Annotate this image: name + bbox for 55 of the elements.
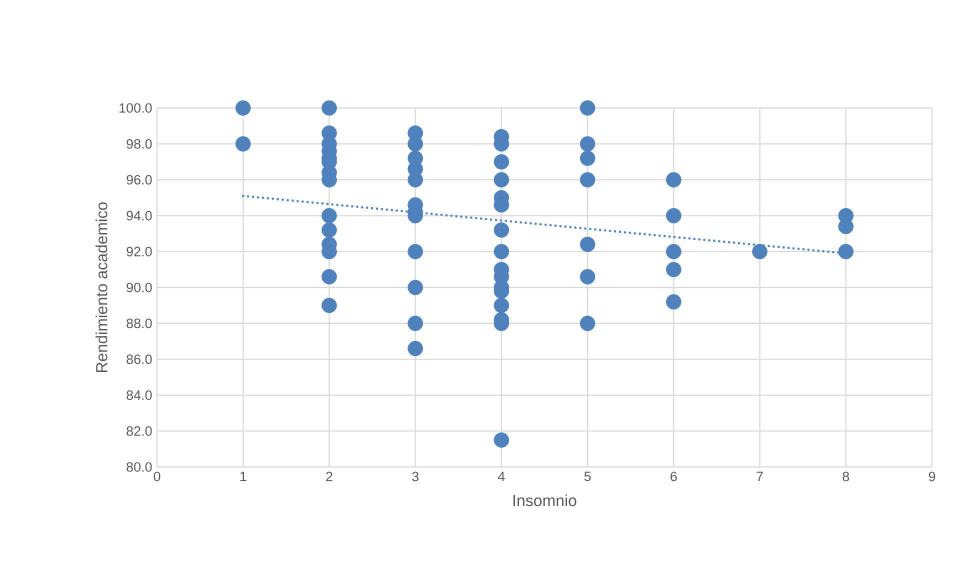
point [322, 298, 337, 314]
x-tick-label: 1 [240, 472, 246, 481]
x-tick-label: 4 [498, 472, 505, 481]
point [408, 316, 424, 332]
point [494, 298, 510, 314]
y-tick-label: 88.0 [126, 318, 152, 328]
point [580, 269, 596, 284]
y-tick-label: 80.0 [126, 462, 152, 472]
point [752, 244, 768, 260]
point [494, 172, 510, 188]
point [322, 208, 337, 224]
y-tick-label: 82.0 [126, 426, 152, 436]
point [494, 154, 510, 170]
point [666, 262, 682, 278]
point [408, 280, 424, 296]
point [322, 100, 337, 116]
y-tick-label: 98.0 [126, 139, 152, 149]
y-tick-label: 90.0 [126, 282, 152, 292]
x-tick-label: 9 [928, 472, 936, 482]
point [580, 316, 596, 332]
x-tick-label: 2 [326, 472, 332, 482]
point [408, 244, 424, 260]
x-tick-label: 6 [670, 472, 677, 482]
y-tick-label: 86.0 [126, 354, 152, 364]
point [666, 172, 682, 188]
point [580, 136, 596, 152]
point [322, 222, 337, 238]
y-tick-label: 84.0 [126, 390, 152, 400]
point [235, 100, 251, 116]
point [408, 172, 424, 188]
y-tick-label: 92.0 [126, 246, 152, 256]
point [494, 244, 510, 260]
point [494, 432, 510, 448]
point [580, 100, 596, 116]
point [580, 236, 596, 252]
point [408, 340, 424, 356]
point [838, 244, 854, 260]
x-axis-title: Insomnio [514, 494, 576, 506]
point [666, 294, 682, 310]
y-tick-label: 100.0 [120, 103, 152, 113]
y-tick-label: 96.0 [126, 175, 152, 185]
y-axis-title: Rendimiento academico [96, 202, 108, 372]
x-tick-label: 3 [412, 472, 419, 482]
point [580, 150, 596, 166]
x-tick-label: 8 [842, 472, 850, 482]
y-tick-label: 94.0 [126, 210, 152, 220]
point [666, 208, 682, 224]
x-tick-label: 5 [584, 472, 591, 482]
x-tick-label: 7 [756, 472, 763, 481]
point [666, 244, 682, 260]
x-tick-label: 0 [154, 472, 160, 482]
point [580, 172, 596, 188]
point [494, 222, 510, 238]
point [322, 269, 337, 284]
point [235, 136, 251, 152]
